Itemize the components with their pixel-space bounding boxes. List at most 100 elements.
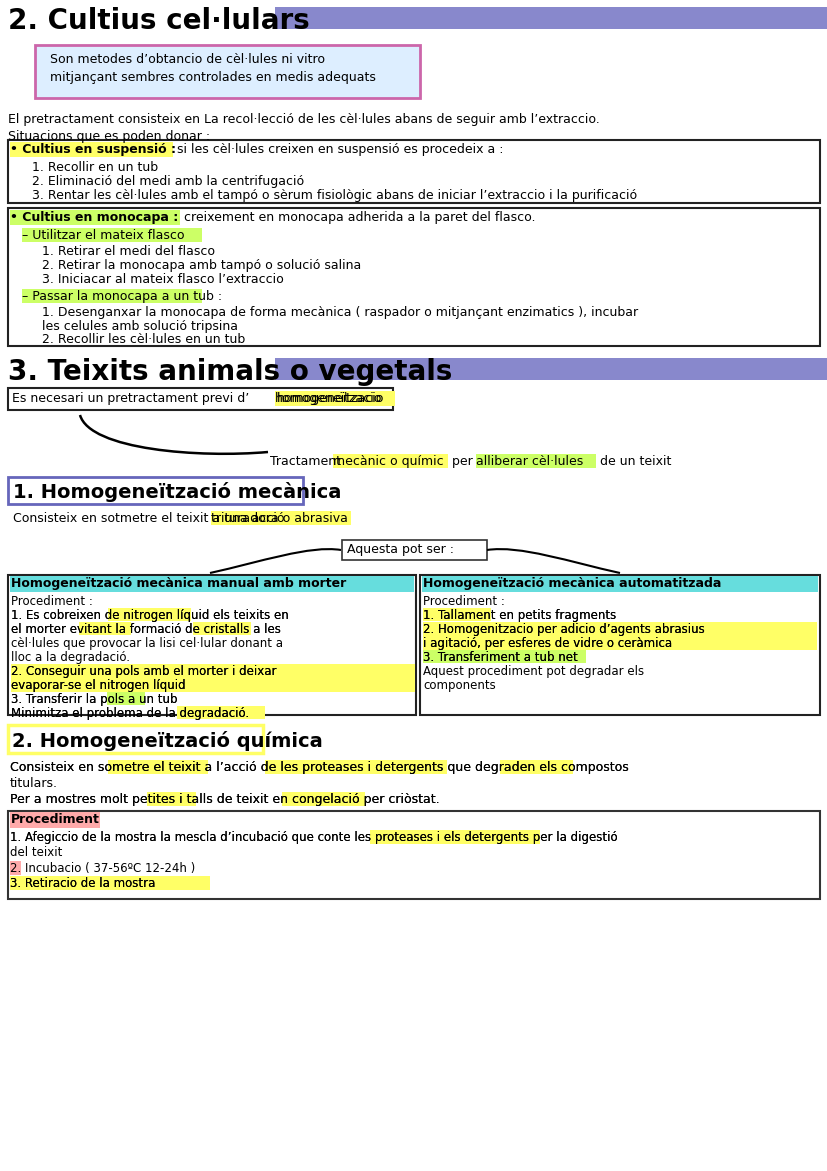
Text: 3. Transferiment a tub net: 3. Transferiment a tub net (423, 651, 577, 664)
Text: 3. Iniciacar al mateix flasco l’extraccio: 3. Iniciacar al mateix flasco l’extracci… (42, 273, 284, 286)
Text: 2. Conseguir una pols amb el morter i deixar: 2. Conseguir una pols amb el morter i de… (11, 665, 276, 678)
Text: i agitació, per esferes de vidre o ceràmica: i agitació, per esferes de vidre o ceràm… (423, 637, 672, 650)
Bar (419, 575, 819, 715)
Bar (370, 830, 539, 844)
Text: Per a mostres molt petites i talls de teixit en congelació per criòstat.: Per a mostres molt petites i talls de te… (10, 793, 439, 806)
Text: – Passar la monocapa a un tub :: – Passar la monocapa a un tub : (22, 290, 222, 303)
Text: de un teixit: de un teixit (595, 456, 671, 468)
Text: el morter evitant la formació de cristalls a les: el morter evitant la formació de cristal… (11, 623, 280, 636)
Bar (10, 210, 179, 225)
Text: 3. Rentar les cèl·lules amb el tampó o sèrum fisiològic abans de iniciar l’extra: 3. Rentar les cèl·lules amb el tampó o s… (32, 189, 636, 203)
Text: Procediment :: Procediment : (423, 595, 504, 608)
Bar (476, 454, 595, 468)
Bar (147, 792, 196, 806)
Text: 3. Retiracio de la mostra: 3. Retiracio de la mostra (10, 877, 155, 890)
Bar (10, 142, 173, 157)
Text: 2. Homogeneïtzació química: 2. Homogeneïtzació química (12, 731, 323, 751)
Text: Aquest procediment pot degradar els: Aquest procediment pot degradar els (423, 665, 643, 678)
Text: per: per (447, 456, 476, 468)
Text: Minimitza el problema de la degradació.: Minimitza el problema de la degradació. (11, 707, 249, 720)
Bar (332, 454, 447, 468)
Text: – Utilitzar el mateix flasco: – Utilitzar el mateix flasco (22, 230, 184, 242)
Text: del teixit: del teixit (10, 845, 62, 860)
Bar (8, 388, 393, 410)
Bar (22, 289, 202, 303)
Text: 3. Retiracio de la mostra: 3. Retiracio de la mostra (10, 877, 155, 890)
Bar (107, 692, 145, 705)
Text: Minimitza el problema de la degradació.: Minimitza el problema de la degradació. (11, 707, 249, 720)
Text: Tractament: Tractament (270, 456, 345, 468)
Text: si les cèl·lules creixen en suspensió es procedeix a :: si les cèl·lules creixen en suspensió es… (173, 143, 503, 156)
Bar (342, 540, 486, 560)
Bar (10, 861, 21, 875)
Text: 1. Afegiccio de la mostra la mescla d’incubació que conte les proteases i els de: 1. Afegiccio de la mostra la mescla d’in… (10, 831, 617, 844)
Bar (282, 792, 365, 806)
Text: 1. Tallament en petits fragments: 1. Tallament en petits fragments (423, 609, 615, 622)
Text: 1. Afegiccio de la mostra la mescla d’incubació que conte les proteases i els de: 1. Afegiccio de la mostra la mescla d’in… (10, 831, 617, 844)
Text: 2. Incubacio ( 37-56ºC 12-24h ): 2. Incubacio ( 37-56ºC 12-24h ) (10, 862, 195, 875)
Text: Es necesari un pretractament previ d’: Es necesari un pretractament previ d’ (12, 392, 249, 405)
Text: 2. Eliminació del medi amb la centrifugació: 2. Eliminació del medi amb la centrifuga… (32, 174, 304, 189)
Text: Homogeneïtzació mecànica manual amb morter: Homogeneïtzació mecànica manual amb mort… (11, 577, 346, 590)
Text: Procediment :: Procediment : (11, 595, 93, 608)
Bar (35, 44, 419, 98)
Bar (10, 876, 210, 890)
Text: components: components (423, 679, 495, 692)
Bar (423, 608, 490, 621)
Bar (22, 228, 202, 242)
Text: 3. Transferir la pols a un tub: 3. Transferir la pols a un tub (11, 693, 177, 706)
Bar (423, 650, 586, 663)
Bar (8, 575, 415, 715)
Bar (193, 622, 251, 635)
Text: trituradora o abrasiva: trituradora o abrasiva (211, 512, 347, 525)
Text: 3. Transferir la pols a un tub: 3. Transferir la pols a un tub (11, 693, 177, 706)
Bar (423, 622, 816, 650)
Text: El pretractament consisteix en La recol·lecció de les cèl·lules abans de seguir : El pretractament consisteix en La recol·… (8, 112, 599, 126)
Text: 1. Retirar el medi del flasco: 1. Retirar el medi del flasco (42, 245, 215, 258)
Text: evaporar-se el nitrogen líquid: evaporar-se el nitrogen líquid (11, 679, 185, 692)
Bar (8, 812, 819, 899)
Text: • Cultius en suspensió :: • Cultius en suspensió : (10, 143, 176, 156)
Text: 1. Desenganxar la monocapa de forma mecànica ( raspador o mitjançant enzimatics : 1. Desenganxar la monocapa de forma mecà… (42, 306, 638, 319)
Text: homogeneïtzacio: homogeneïtzacio (275, 392, 382, 405)
Text: 3. Teixits animals o vegetals: 3. Teixits animals o vegetals (8, 358, 452, 386)
Bar (10, 812, 100, 828)
Bar (177, 706, 265, 719)
Text: • Cultius en monocapa :: • Cultius en monocapa : (10, 211, 178, 224)
Text: Consisteix en sotmetre el teixit a una acció: Consisteix en sotmetre el teixit a una a… (13, 512, 288, 525)
Text: evaporar-se el nitrogen líquid: evaporar-se el nitrogen líquid (11, 679, 185, 692)
Text: Son metodes d’obtancio de cèl·lules ni vitro: Son metodes d’obtancio de cèl·lules ni v… (50, 53, 325, 66)
Text: cèl·lules que provocar la lisi cel·lular donant a: cèl·lules que provocar la lisi cel·lular… (11, 637, 283, 650)
Text: el morter evitant la formació de cristalls a les: el morter evitant la formació de cristal… (11, 623, 280, 636)
Text: 1. Es cobreixen de nitrogen líquid els teixits en: 1. Es cobreixen de nitrogen líquid els t… (11, 609, 289, 622)
Bar (11, 664, 414, 692)
Bar (8, 141, 819, 203)
Bar (8, 725, 263, 753)
Text: homogeneïtzacio: homogeneïtzacio (277, 392, 384, 405)
Bar (8, 477, 303, 504)
Bar (211, 511, 351, 525)
Text: 1. Homogeneïtzació mecànica: 1. Homogeneïtzació mecànica (13, 482, 341, 502)
Text: alliberar cèl·lules: alliberar cèl·lules (476, 456, 582, 468)
Text: Situacions que es poden donar :: Situacions que es poden donar : (8, 130, 210, 143)
Text: lloc a la degradació.: lloc a la degradació. (11, 651, 130, 664)
Text: 1. Tallament en petits fragments: 1. Tallament en petits fragments (423, 609, 615, 622)
Bar (500, 760, 572, 774)
Text: creixement en monocapa adherida a la paret del flasco.: creixement en monocapa adherida a la par… (179, 211, 535, 224)
Text: titulars.: titulars. (10, 778, 58, 790)
Text: Consisteix en sometre el teixit a l’acció de les proteases i detergents que degr: Consisteix en sometre el teixit a l’acci… (10, 761, 628, 774)
Text: 2. Recollir les cèl·lules en un tub: 2. Recollir les cèl·lules en un tub (42, 333, 245, 345)
Text: les celules amb solució tripsina: les celules amb solució tripsina (42, 320, 237, 333)
Text: Per a mostres molt petites i talls de teixit en congelació per criòstat.: Per a mostres molt petites i talls de te… (10, 793, 439, 806)
Bar (79, 622, 131, 635)
Text: Consisteix en sometre el teixit a l’acció de les proteases i detergents que degr: Consisteix en sometre el teixit a l’acci… (10, 761, 628, 774)
Text: 2. Homogenitzacio per adicio d’agents abrasius: 2. Homogenitzacio per adicio d’agents ab… (423, 623, 704, 636)
Text: 2. Cultius cel·lulars: 2. Cultius cel·lulars (8, 7, 309, 35)
Bar (275, 358, 827, 381)
Text: 2. Retirar la monocapa amb tampó o solució salina: 2. Retirar la monocapa amb tampó o soluc… (42, 259, 361, 272)
Text: 2. Homogenitzacio per adicio d’agents abrasius: 2. Homogenitzacio per adicio d’agents ab… (423, 623, 704, 636)
Bar (275, 7, 827, 29)
Text: Homogeneïtzació mecànica automatitzada: Homogeneïtzació mecànica automatitzada (423, 577, 720, 590)
Bar (422, 576, 817, 593)
Bar (265, 760, 447, 774)
